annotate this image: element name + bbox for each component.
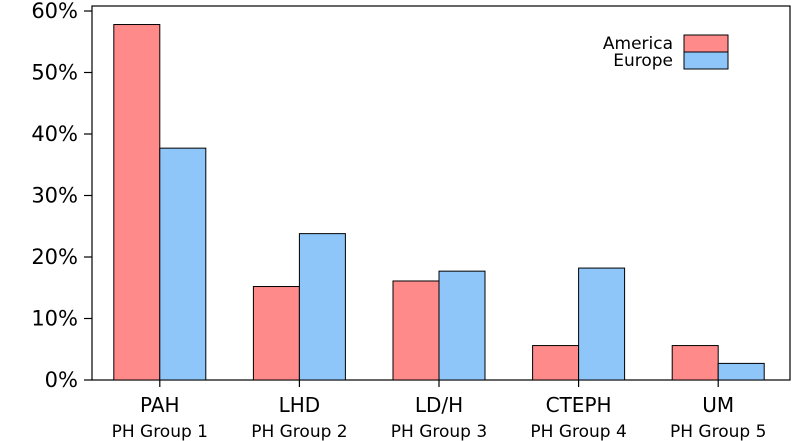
y-tick-label: 20% [31,245,78,269]
y-tick-label: 30% [31,184,78,208]
y-tick-label: 50% [31,61,78,85]
bars [113,24,765,381]
legend-swatch-america [683,34,729,53]
bar-europe-um [717,362,765,381]
x-category-label: UM [702,393,734,417]
x-category-label: LHD [279,393,321,417]
x-category-label: CTEPH [546,393,612,417]
x-category-sublabel: PH Group 3 [391,422,487,441]
bar-america-pah [113,24,161,381]
y-axis-ticks: 0% 10% 20% 30% 40% 50% 60% [31,0,92,392]
x-category-label: PAH [140,393,180,417]
bar-america-lhd [252,286,300,381]
x-category-label: LD/H [415,393,463,417]
bar-europe-lhd [298,233,346,381]
y-tick-label: 40% [31,122,78,146]
legend-label-europe: Europe [613,51,673,71]
x-category-sublabel: PH Group 2 [251,422,347,441]
x-axis-labels: PAH PH Group 1 LHD PH Group 2 LD/H PH Group 3… [112,380,766,441]
x-category-sublabel: PH Group 1 [112,422,208,441]
x-category-sublabel: PH Group 4 [530,422,626,441]
y-tick-label: 0% [45,368,78,392]
bar-america-cteph [532,345,580,381]
bar-europe-pah [159,147,207,381]
legend-label-america: America [603,34,673,54]
legend-swatch-europe [683,51,729,70]
bar-europe-ld-h [438,270,486,381]
y-tick-label: 60% [31,0,78,23]
bar-europe-cteph [578,267,626,381]
bar-america-ld-h [392,280,440,381]
x-category-sublabel: PH Group 5 [670,422,766,441]
bar-america-um [671,345,719,381]
y-tick-label: 10% [31,307,78,331]
